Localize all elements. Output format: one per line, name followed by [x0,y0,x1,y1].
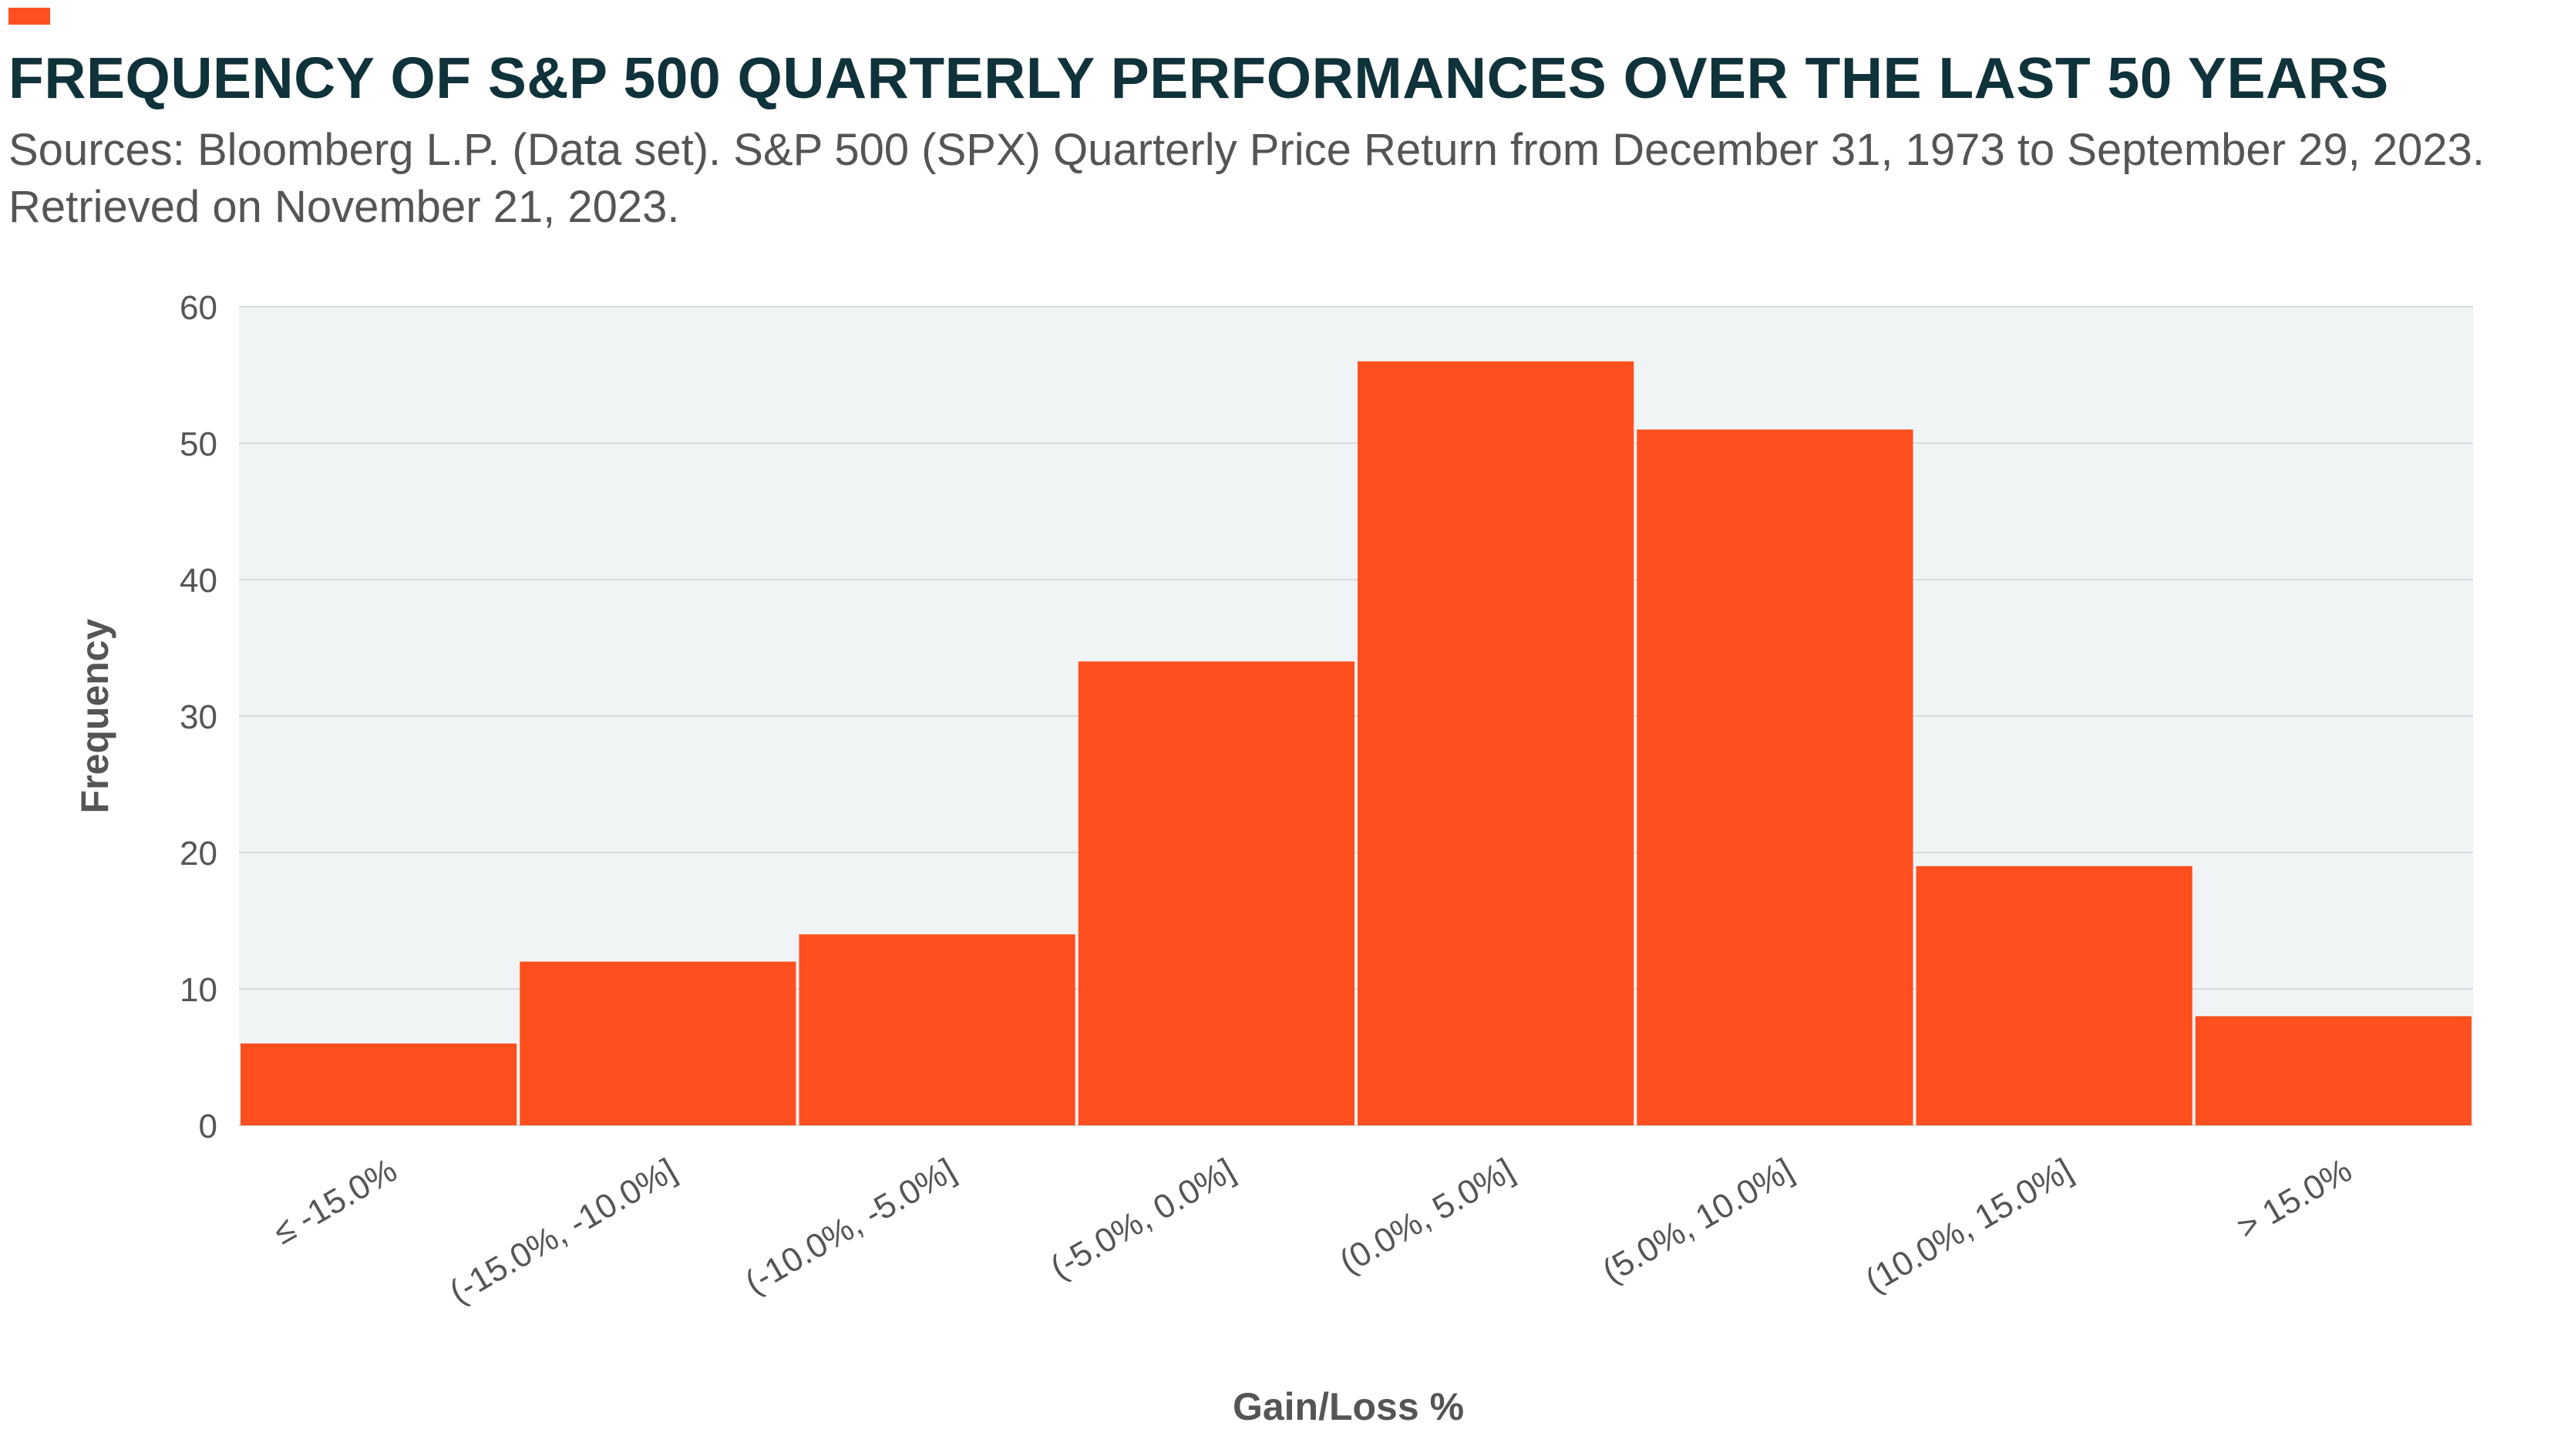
y-tick-label: 60 [180,289,217,327]
bar [1916,866,2192,1125]
bar [520,961,796,1125]
bar [1358,361,1634,1125]
y-tick-label: 10 [180,971,217,1009]
y-axis-ticks: 0 10 20 30 40 50 60 [180,289,217,1145]
x-tick-label: (10.0%, 15.0%] [1859,1152,2079,1300]
x-tick-label: (-10.0%, -5.0%] [739,1152,961,1302]
y-tick-label: 0 [199,1108,217,1145]
y-tick-label: 40 [180,562,217,600]
chart-subtitle: Sources: Bloomberg L.P. (Data set). S&P … [8,122,2552,236]
subtitle-line-1: Sources: Bloomberg L.P. (Data set). S&P … [8,125,2485,175]
bar [1637,429,1913,1125]
x-tick-label: (-15.0%, -10.0%] [443,1152,682,1312]
y-axis-label: Frequency [73,618,116,813]
bar [799,934,1075,1125]
chart-title: FREQUENCY OF S&P 500 QUARTERLY PERFORMAN… [8,45,2389,110]
bars [241,361,2472,1125]
subtitle-line-2: Retrieved on November 21, 2023. [8,182,680,232]
bar [241,1043,517,1125]
x-axis-label: Gain/Loss % [1233,1385,1464,1428]
bar [2195,1016,2472,1125]
y-tick-label: 20 [180,835,217,873]
y-tick-label: 30 [180,698,217,736]
x-tick-label: (5.0%, 10.0%] [1597,1152,1800,1291]
x-tick-label: (0.0%, 5.0%] [1333,1152,1520,1281]
x-axis-ticks: ≤ -15.0% (-15.0%, -10.0%] (-10.0%, -5.0%] (… [267,1152,2357,1312]
y-tick-label: 50 [180,425,217,463]
accent-bar [8,8,50,25]
x-tick-label: ≤ -15.0% [267,1152,403,1252]
x-tick-label: > 15.0% [2230,1152,2357,1247]
x-tick-label: (-5.0%, 0.0%] [1045,1152,1241,1287]
bar [1078,661,1354,1125]
